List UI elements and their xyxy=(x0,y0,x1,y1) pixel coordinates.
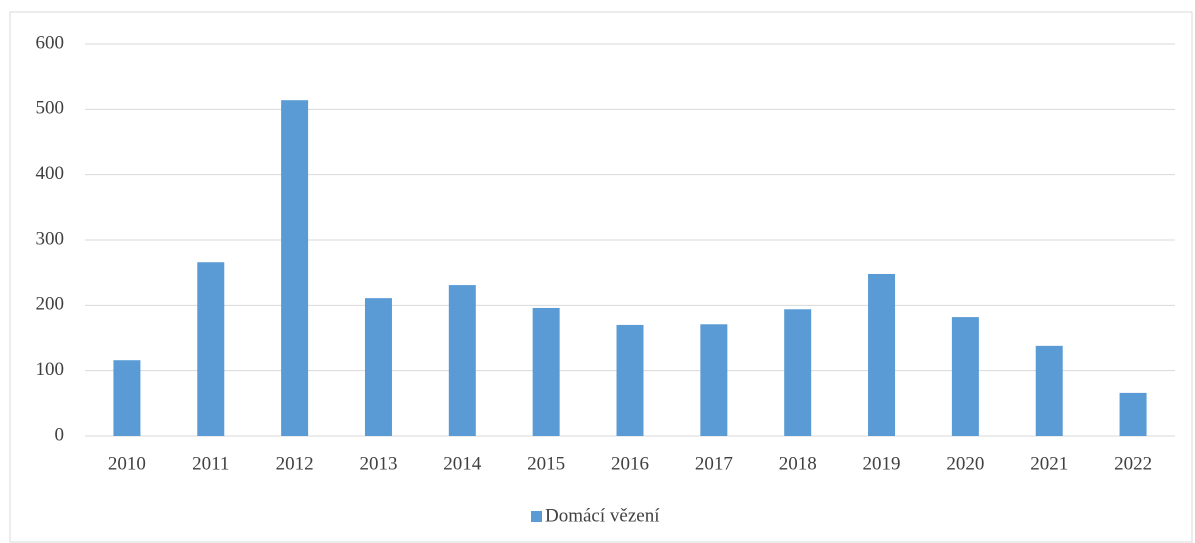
bar xyxy=(700,324,728,436)
x-tick-label: 2020 xyxy=(946,453,984,474)
bar xyxy=(448,285,476,436)
legend-swatch xyxy=(531,511,542,522)
bar xyxy=(1035,345,1063,436)
chart-border xyxy=(9,11,1193,543)
y-tick-label: 600 xyxy=(36,32,65,53)
y-tick-label: 200 xyxy=(36,294,65,315)
x-tick-label: 2016 xyxy=(611,453,649,474)
y-tick-label: 300 xyxy=(36,228,65,249)
x-tick-label: 2019 xyxy=(863,453,901,474)
bar xyxy=(197,262,225,436)
x-tick-label: 2017 xyxy=(695,453,733,474)
x-tick-label: 2015 xyxy=(527,453,565,474)
bar xyxy=(868,273,896,436)
y-tick-label: 0 xyxy=(55,424,65,445)
x-tick-label: 2021 xyxy=(1030,453,1068,474)
bar xyxy=(784,309,812,436)
x-tick-label: 2013 xyxy=(359,453,397,474)
y-tick-label: 400 xyxy=(36,163,65,184)
bar xyxy=(616,324,644,436)
x-tick-label: 2018 xyxy=(779,453,817,474)
x-tick-label: 2011 xyxy=(192,453,229,474)
bar xyxy=(951,317,979,436)
x-tick-label: 2014 xyxy=(443,453,482,474)
x-tick-label: 2012 xyxy=(276,453,314,474)
bar xyxy=(1119,392,1147,436)
bar xyxy=(281,100,309,436)
x-tick-label: 2022 xyxy=(1114,453,1152,474)
x-tick-label: 2010 xyxy=(108,453,146,474)
bar xyxy=(364,298,392,436)
y-tick-label: 100 xyxy=(36,359,65,380)
bar xyxy=(113,360,141,436)
y-tick-label: 500 xyxy=(36,98,65,119)
legend-label: Domácí vězení xyxy=(545,505,660,526)
bar xyxy=(532,307,560,436)
